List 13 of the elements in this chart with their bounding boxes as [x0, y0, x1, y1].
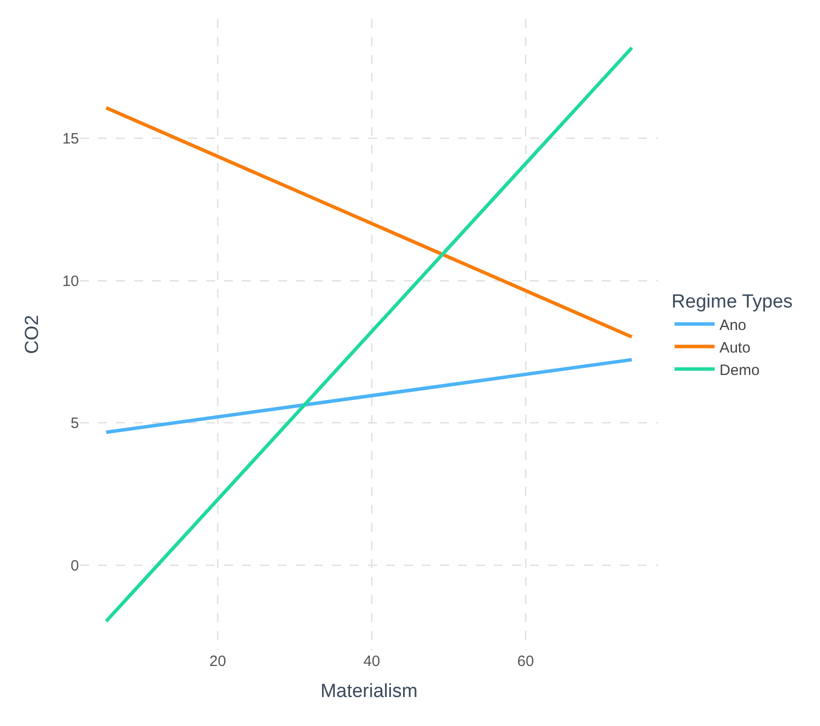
legend-label: Auto: [720, 339, 750, 356]
y-tick-label: 0: [70, 557, 79, 574]
x-tick-label: 60: [517, 653, 534, 670]
x-tick-label: 20: [209, 653, 226, 670]
legend-label: Demo: [720, 362, 760, 379]
x-tick-label: 40: [363, 653, 380, 670]
y-tick-label: 15: [62, 130, 79, 148]
legend-label: Ano: [720, 316, 746, 334]
x-axis-title: Materialism: [320, 680, 418, 702]
legend-title: Regime Types: [672, 292, 793, 313]
y-tick-label: 5: [70, 415, 79, 432]
y-axis-title: CO2: [22, 314, 44, 354]
y-tick-label: 10: [62, 272, 79, 290]
